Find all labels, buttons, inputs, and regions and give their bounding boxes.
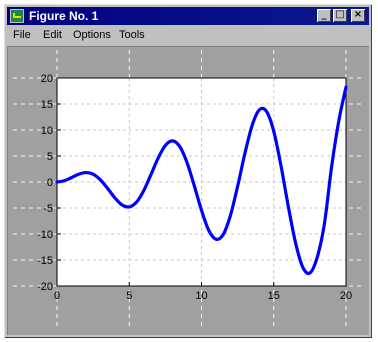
menu-edit[interactable]: Edit (43, 29, 62, 41)
y-tick-label: -10 (37, 229, 53, 241)
y-tick-label: 5 (47, 151, 53, 163)
menu-bar: File Edit Options Tools (7, 26, 369, 44)
x-tick-label: 5 (126, 290, 132, 302)
y-tick-label: -5 (43, 203, 53, 215)
y-tick-label: 20 (41, 73, 53, 85)
y-tick-label: -15 (37, 255, 53, 267)
x-tick-label: 15 (268, 290, 280, 302)
menu-file[interactable]: File (13, 29, 31, 41)
figure-app-icon[interactable] (10, 9, 24, 23)
minimize-button[interactable]: _ (317, 9, 331, 22)
series-line-0 (55, 85, 348, 276)
maximize-button[interactable]: □ (333, 9, 347, 22)
close-button[interactable]: × (351, 9, 365, 22)
x-tick-label: 10 (195, 290, 207, 302)
menu-tools[interactable]: Tools (119, 29, 145, 41)
y-tick-label: 10 (41, 125, 53, 137)
x-tick-label: 0 (54, 290, 60, 302)
y-tick-label: -20 (37, 281, 53, 293)
window-title: Figure No. 1 (29, 9, 99, 23)
y-tick-label: 0 (47, 177, 53, 189)
menu-options[interactable]: Options (73, 29, 111, 41)
plot-svg: 0 5 10 15 20 -20 -15 -10 -5 0 5 10 15 20 (13, 50, 363, 326)
title-bar[interactable]: Figure No. 1 _ □ × (7, 7, 369, 25)
figure-canvas: 0 5 10 15 20 -20 -15 -10 -5 0 5 10 15 20 (7, 46, 369, 335)
figure-window: Figure No. 1 _ □ × File Edit Options Too… (4, 4, 372, 338)
x-tick-label: 20 (340, 290, 352, 302)
y-tick-label: 15 (41, 99, 53, 111)
